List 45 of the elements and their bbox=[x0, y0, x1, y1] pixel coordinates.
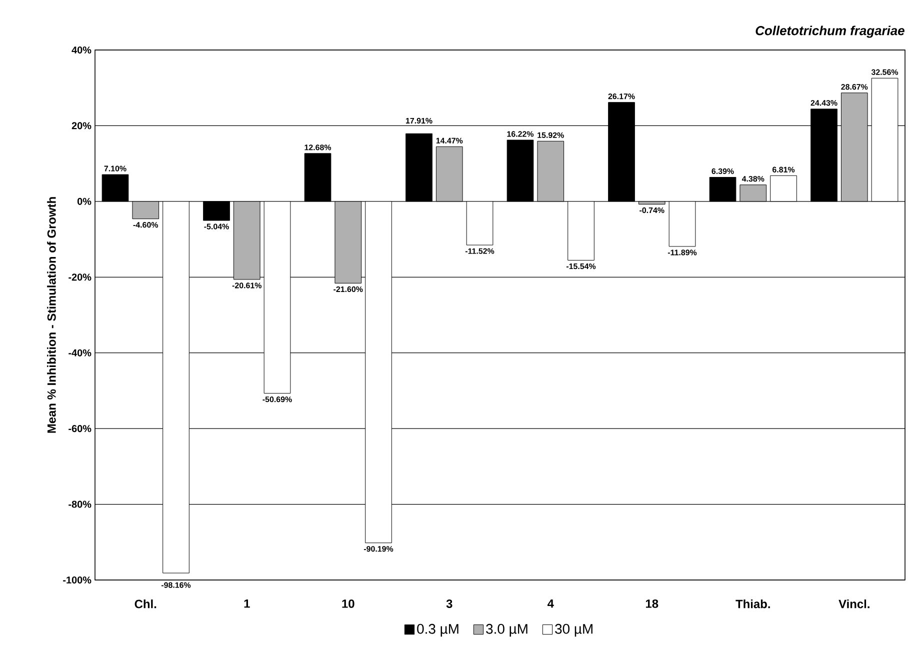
chart-title: Colletotrichum fragariae bbox=[756, 26, 904, 38]
x-tick-label: 18 bbox=[646, 599, 658, 608]
bar bbox=[203, 201, 230, 221]
bar bbox=[304, 153, 332, 202]
bar bbox=[568, 201, 594, 261]
legend-label: 0.3 µM bbox=[417, 624, 458, 637]
bar bbox=[506, 140, 534, 202]
bar bbox=[436, 146, 463, 202]
y-tick-label: 20% bbox=[72, 122, 92, 130]
bar bbox=[466, 201, 494, 246]
bar bbox=[162, 201, 190, 574]
bar bbox=[608, 102, 635, 202]
bar bbox=[810, 108, 838, 202]
x-tick-label: 1 bbox=[244, 599, 250, 608]
x-tick-label: Thiab. bbox=[736, 599, 770, 608]
x-tick-label: 3 bbox=[446, 599, 452, 608]
bar bbox=[770, 175, 797, 202]
y-tick-label: -20% bbox=[68, 274, 92, 281]
bar bbox=[264, 201, 291, 394]
bar bbox=[668, 201, 696, 247]
y-tick-label: -60% bbox=[68, 425, 92, 432]
x-tick-label: Vincl. bbox=[838, 599, 870, 608]
bar bbox=[638, 201, 666, 204]
legend-label: 3.0 µM bbox=[486, 624, 528, 637]
bar bbox=[365, 201, 392, 544]
bar bbox=[840, 92, 868, 202]
y-tick-label: -80% bbox=[68, 500, 92, 508]
bar bbox=[871, 78, 898, 202]
bar bbox=[537, 140, 564, 202]
bar bbox=[740, 184, 767, 202]
x-tick-label: Chl. bbox=[134, 599, 156, 608]
bar bbox=[709, 176, 736, 202]
y-tick-label: 40% bbox=[72, 46, 92, 54]
y-axis-title: Mean % Inhibition - Stimulation of Growth bbox=[47, 197, 56, 433]
legend-label: 30 µM bbox=[555, 624, 592, 637]
bar bbox=[233, 201, 260, 280]
y-tick-label: -100% bbox=[63, 576, 92, 584]
bar bbox=[334, 201, 362, 284]
y-tick-label: 0% bbox=[77, 198, 92, 205]
bar bbox=[406, 133, 432, 202]
bar bbox=[102, 174, 129, 202]
x-tick-label: 10 bbox=[342, 599, 354, 608]
y-tick-label: -40% bbox=[68, 349, 92, 356]
bar bbox=[132, 201, 160, 220]
x-tick-label: 4 bbox=[547, 599, 554, 608]
